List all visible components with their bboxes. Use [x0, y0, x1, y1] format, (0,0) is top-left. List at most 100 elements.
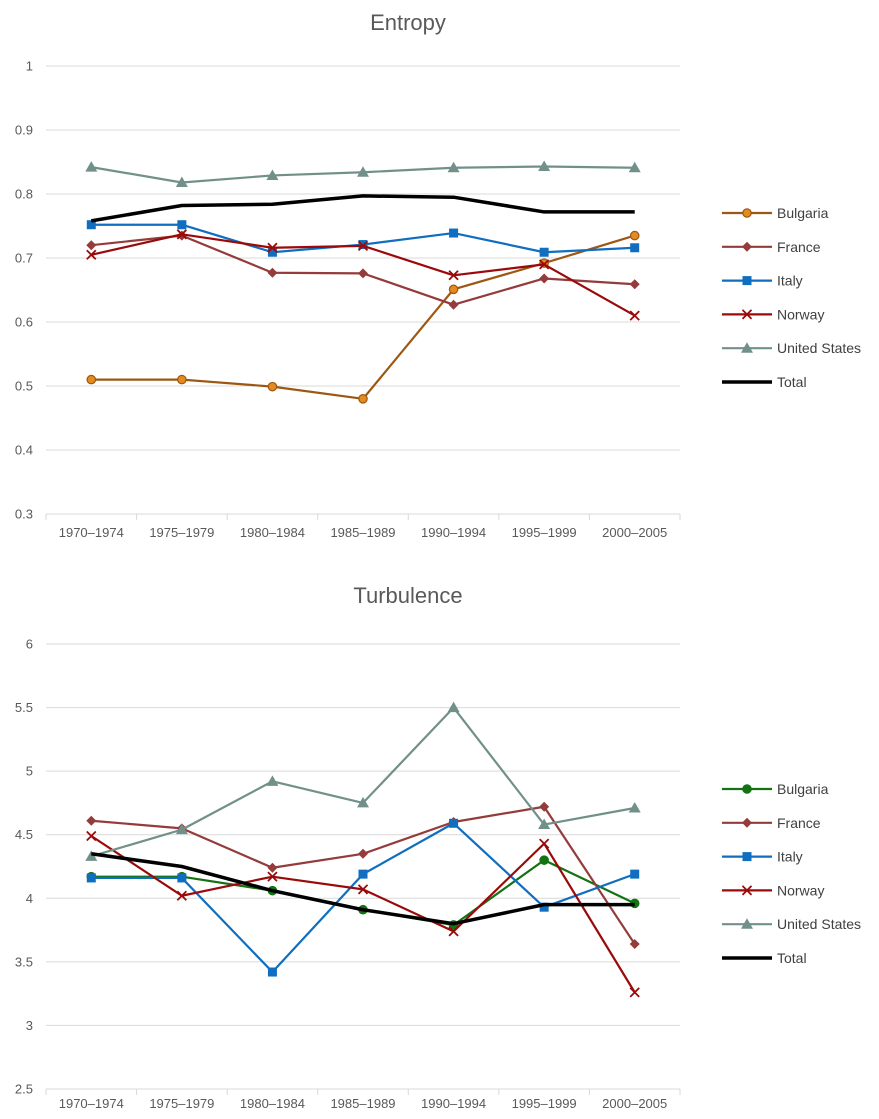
data-point-italy: [630, 243, 640, 253]
legend-label: United States: [777, 916, 861, 932]
series-italy: [86, 818, 640, 977]
data-point-united-states: [447, 701, 460, 713]
chart-title: Turbulence: [353, 583, 462, 608]
data-point-united-states: [85, 850, 98, 861]
data-point-italy: [539, 902, 549, 912]
legend-label: Total: [777, 950, 807, 966]
legend-label: Total: [777, 374, 807, 390]
data-point-italy: [177, 873, 187, 883]
data-point-france: [358, 848, 368, 859]
data-point-italy: [86, 220, 96, 230]
data-point-norway: [448, 270, 459, 281]
data-point-italy: [86, 873, 96, 883]
data-point-norway: [629, 987, 640, 998]
y-tick-label: 0.6: [15, 315, 33, 330]
data-point-united-states: [85, 161, 98, 172]
legend-label: United States: [777, 340, 861, 356]
legend-item-italy: Italy: [722, 849, 803, 865]
data-point-italy: [358, 240, 368, 250]
data-point-france: [448, 299, 459, 310]
series-norway: [86, 830, 640, 998]
series-total: [90, 194, 635, 223]
x-axis: [45, 1089, 681, 1095]
legend-marker: [742, 784, 752, 794]
data-point-united-states: [266, 169, 279, 180]
series-line-total: [91, 852, 635, 926]
x-tick-label: 2000–2005: [602, 1096, 667, 1111]
data-point-united-states: [538, 818, 551, 830]
entropy-chart: Entropy 0.3 0.4 0.5 0.6 0.7 0.8 0.9 1 1970–1974 19…: [15, 10, 861, 540]
y-tick-label: 3.5: [15, 954, 33, 969]
data-point-france: [176, 230, 187, 241]
data-point-bulgaria: [86, 374, 97, 385]
x-tick-label: 1990–1994: [421, 525, 486, 540]
data-point-italy: [267, 967, 277, 977]
data-point-france: [267, 267, 278, 278]
legend-marker: [742, 276, 752, 286]
legend-label: Italy: [777, 849, 803, 865]
legend-item-italy: Italy: [722, 273, 803, 289]
series-italy: [86, 220, 640, 257]
data-point-norway: [357, 240, 369, 251]
y-tick-label: 5: [26, 764, 33, 779]
data-point-norway: [629, 310, 640, 321]
data-point-italy: [449, 228, 459, 238]
data-point-united-states: [447, 161, 460, 173]
y-tick-label: 6: [26, 637, 33, 652]
y-tick-label: 5.5: [15, 700, 33, 715]
y-tick-label: 3: [26, 1018, 33, 1033]
x-tick-label: 1985–1989: [330, 1096, 395, 1111]
series-united-states: [85, 701, 641, 861]
series-bulgaria: [86, 230, 640, 404]
data-point-italy: [267, 247, 277, 257]
y-tick-label: 0.4: [15, 443, 33, 458]
legend-item-france: France: [722, 239, 821, 255]
legend-marker: [742, 208, 752, 218]
x-tick-label: 1995–1999: [512, 1096, 577, 1111]
legend-item-total: Total: [722, 374, 807, 390]
series-line-bulgaria: [91, 234, 636, 400]
legend-label: France: [777, 815, 821, 831]
legend-label: Bulgaria: [777, 781, 829, 797]
data-point-united-states: [175, 823, 188, 835]
legend-marker: [741, 885, 753, 896]
data-point-united-states: [628, 802, 641, 813]
data-point-italy: [449, 818, 459, 828]
data-point-france: [358, 268, 368, 279]
x-tick-label: 1980–1984: [240, 525, 305, 540]
data-point-norway: [357, 884, 369, 895]
legend-item-united-states: United States: [722, 340, 861, 356]
data-point-france: [629, 939, 640, 950]
legend-marker: [742, 241, 752, 252]
data-point-united-states: [266, 775, 279, 786]
data-point-italy: [539, 247, 549, 257]
data-point-bulgaria: [177, 374, 187, 385]
legend-label: Norway: [777, 882, 824, 898]
data-point-united-states: [357, 796, 369, 808]
y-tick-label: 2.5: [15, 1082, 33, 1097]
chart-title: Entropy: [370, 10, 446, 35]
legend-marker: [742, 852, 752, 862]
data-point-norway: [448, 926, 459, 937]
legend-item-united-states: United States: [722, 916, 861, 932]
legend-marker: [742, 817, 752, 828]
x-tick-label: 1995–1999: [512, 525, 577, 540]
series-norway: [86, 229, 640, 321]
y-tick-label: 1: [26, 59, 33, 74]
gridlines: [46, 643, 680, 1090]
y-tick-label: 0.7: [15, 251, 33, 266]
data-point-bulgaria: [539, 855, 549, 865]
data-point-bulgaria: [267, 381, 278, 392]
series-line-total: [90, 194, 635, 223]
data-point-norway: [176, 229, 187, 240]
data-point-italy: [177, 220, 187, 230]
legend-item-total: Total: [722, 950, 807, 966]
y-tick-label: 4: [26, 891, 33, 906]
data-point-france: [539, 801, 550, 812]
data-point-italy: [630, 869, 640, 879]
series-united-states: [85, 160, 641, 187]
legend-label: France: [777, 239, 821, 255]
y-tick-label: 4.5: [15, 827, 33, 842]
data-point-norway: [267, 242, 278, 253]
